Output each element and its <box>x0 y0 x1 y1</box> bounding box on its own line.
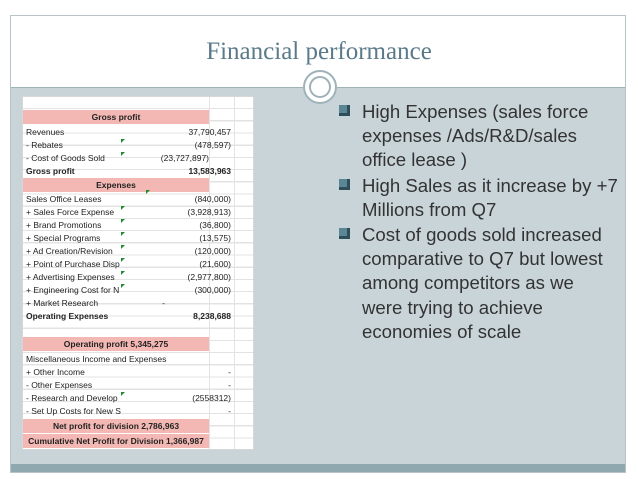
row-label: - Research and Develop <box>26 393 118 403</box>
row-value: - <box>228 380 231 390</box>
square-bullet-icon <box>339 228 350 240</box>
table-row: + Ad Creation/Revision (120,000) <box>23 245 255 257</box>
expenses-header: Expenses <box>23 178 209 192</box>
row-label: + Sales Force Expense <box>26 207 115 217</box>
row-value: - <box>228 367 231 377</box>
row-value: (3,928,913) <box>187 207 231 217</box>
table-row: - Rebates (478,597) <box>23 139 255 151</box>
row-label: + Market Research <box>26 298 99 308</box>
row-label: + Other Income <box>26 367 85 377</box>
cell-comment-marker-icon <box>121 206 125 210</box>
financial-table: Gross profit Revenues 37,790,457 - Rebat… <box>22 96 254 450</box>
table-row: + Market Research - <box>23 297 255 309</box>
row-value: (36,800) <box>199 220 231 230</box>
row-value: (21,600) <box>199 259 231 269</box>
bullet-list: High Expenses (sales force expenses /Ads… <box>338 100 618 345</box>
bullet-item: High Sales as it increase by +7 Millions… <box>338 174 618 222</box>
cell-comment-marker-icon <box>121 139 125 143</box>
row-value: 13,583,963 <box>188 166 231 176</box>
bullet-item: High Expenses (sales force expenses /Ads… <box>338 100 618 173</box>
table-row: - Cost of Goods Sold (23,727,897) <box>23 152 255 164</box>
row-label: + Brand Promotions <box>26 220 102 230</box>
table-row: - Other Expenses - <box>23 379 255 391</box>
bullet-text: Cost of goods sold increased comparative… <box>362 224 603 342</box>
row-label: + Advertising Expenses <box>26 272 115 282</box>
row-value: - <box>162 298 165 308</box>
cell-comment-marker-icon <box>121 284 125 288</box>
misc-header: Miscellaneous Income and Expenses <box>26 354 167 364</box>
divider-ornament-icon <box>303 70 337 104</box>
cumulative-net-profit-row: Cumulative Net Profit for Division 1,366… <box>23 434 209 448</box>
table-row: + Point of Purchase Disp (21,600) <box>23 258 255 270</box>
row-value: (300,000) <box>194 285 231 295</box>
row-value: 37,790,457 <box>188 127 231 137</box>
row-value: (840,000) <box>194 194 231 204</box>
row-value: 8,238,688 <box>193 311 231 321</box>
row-label: - Other Expenses <box>26 380 93 390</box>
row-value: - <box>228 406 231 416</box>
row-label: + Special Programs <box>26 233 101 243</box>
table-row: Gross profit 13,583,963 <box>23 165 255 177</box>
row-label: Operating Expenses <box>26 311 109 321</box>
cell-comment-marker-icon <box>121 392 125 396</box>
bullet-item: Cost of goods sold increased comparative… <box>338 223 618 344</box>
cell-comment-marker-icon <box>146 190 150 194</box>
row-value: (2,977,800) <box>187 272 231 282</box>
row-label: + Ad Creation/Revision <box>26 246 113 256</box>
cell-comment-marker-icon <box>121 152 125 156</box>
row-value: (2558312) <box>192 393 231 403</box>
row-value: (120,000) <box>194 246 231 256</box>
table-row: + Engineering Cost for N (300,000) <box>23 284 255 296</box>
row-value: (23,727,897) <box>160 153 209 163</box>
cell-comment-marker-icon <box>121 232 125 236</box>
table-row: Miscellaneous Income and Expenses <box>23 353 255 365</box>
operating-profit-row: Operating profit 5,345,275 <box>23 337 209 351</box>
row-value: (478,597) <box>194 140 231 150</box>
row-label: + Engineering Cost for N <box>26 285 120 295</box>
bullet-text: High Sales as it increase by +7 Millions… <box>362 174 618 220</box>
table-row: Operating Expenses 8,238,688 <box>23 310 255 322</box>
grid-column-line <box>234 97 235 449</box>
bullet-text: High Expenses (sales force expenses /Ads… <box>362 101 589 171</box>
slide-title: Financial performance <box>206 38 432 65</box>
row-label: Sales Office Leases <box>26 194 102 204</box>
row-value: (13,575) <box>199 233 231 243</box>
row-label: Revenues <box>26 127 65 137</box>
cell-comment-marker-icon <box>121 245 125 249</box>
grid-column-line <box>209 97 210 449</box>
table-row: + Other Income - <box>23 366 255 378</box>
table-row: + Sales Force Expense (3,928,913) <box>23 206 255 218</box>
footer-bar <box>11 464 625 472</box>
table-row: Sales Office Leases (840,000) <box>23 190 255 205</box>
cell-comment-marker-icon <box>121 271 125 275</box>
row-label: - Rebates <box>26 140 63 150</box>
square-bullet-icon <box>339 178 350 190</box>
table-row: + Brand Promotions (36,800) <box>23 219 255 231</box>
title-divider-left <box>11 87 303 88</box>
table-row: + Advertising Expenses (2,977,800) <box>23 271 255 283</box>
title-divider-right <box>337 87 625 88</box>
net-profit-row: Net profit for division 2,786,963 <box>23 419 209 433</box>
table-grid <box>23 97 253 449</box>
cell-comment-marker-icon <box>121 258 125 262</box>
gross-profit-header: Gross profit <box>23 110 209 124</box>
table-row: Revenues 37,790,457 <box>23 126 255 138</box>
row-label: + Point of Purchase Disp <box>26 259 120 269</box>
square-bullet-icon <box>339 105 350 116</box>
row-label: - Cost of Goods Sold <box>26 153 105 163</box>
cell-comment-marker-icon <box>121 219 125 223</box>
table-row: - Research and Develop (2558312) <box>23 392 255 404</box>
row-label: - Set Up Costs for New S <box>26 406 121 416</box>
table-row: - Set Up Costs for New S - <box>23 405 255 417</box>
table-row: + Special Programs (13,575) <box>23 232 255 244</box>
row-label: Gross profit <box>26 166 75 176</box>
